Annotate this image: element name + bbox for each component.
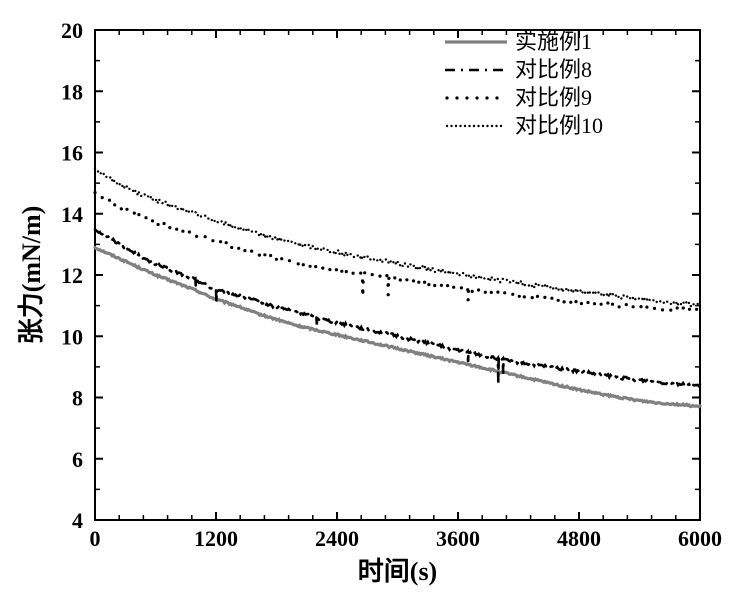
svg-text:8: 8 (72, 386, 83, 411)
svg-text:4800: 4800 (557, 526, 601, 551)
legend-label-s2: 对比例8 (515, 57, 592, 82)
svg-text:16: 16 (61, 141, 83, 166)
y-axis-label: 张力(mN/m) (17, 206, 46, 345)
series-实施例1 (95, 248, 700, 407)
svg-text:12: 12 (61, 263, 83, 288)
tension-time-chart: 0 1200 2400 3600 4800 6000 时间(s) 4 6 8 10 12 14 16 18 2… (0, 0, 737, 616)
svg-text:3600: 3600 (436, 526, 480, 551)
legend-label-s4: 对比例10 (515, 113, 603, 138)
svg-text:6: 6 (72, 447, 83, 472)
svg-text:4: 4 (72, 508, 83, 533)
x-axis-label: 时间(s) (358, 557, 437, 586)
svg-text:10: 10 (61, 324, 83, 349)
svg-text:2400: 2400 (315, 526, 359, 551)
svg-text:14: 14 (61, 202, 83, 227)
legend-label-s3: 对比例9 (515, 85, 592, 110)
legend-label-s1: 实施例1 (515, 29, 592, 54)
svg-text:1200: 1200 (194, 526, 238, 551)
legend: 实施例1 对比例8 对比例9 对比例10 (445, 29, 603, 138)
series-对比例8 (95, 229, 700, 386)
svg-text:20: 20 (61, 18, 83, 43)
svg-text:18: 18 (61, 79, 83, 104)
svg-text:0: 0 (90, 526, 101, 551)
svg-text:6000: 6000 (678, 526, 722, 551)
